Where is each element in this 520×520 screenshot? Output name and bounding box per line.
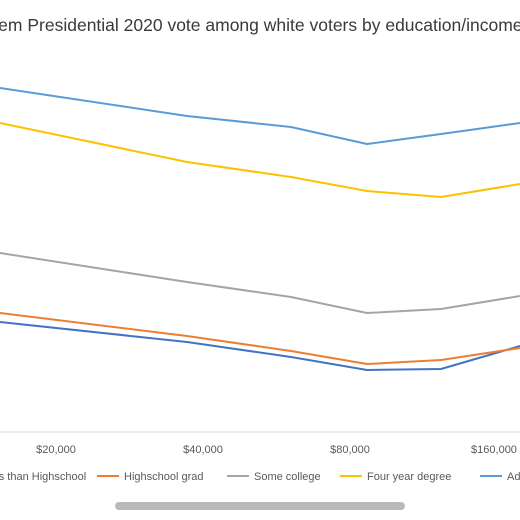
home-indicator-bar[interactable] xyxy=(115,502,405,510)
chart-title: 2-way Dem Presidential 2020 vote among w… xyxy=(0,15,520,35)
series-line-5 xyxy=(0,87,520,145)
x-tick-label: $160,000 xyxy=(471,444,517,456)
series-line-2 xyxy=(0,312,520,365)
series-line-3 xyxy=(0,252,520,314)
legend-label-3: Some college xyxy=(254,471,321,483)
legend: Less than Highschool Highschool grad Some … xyxy=(0,471,520,483)
x-tick-label: $20,000 xyxy=(36,444,76,456)
x-tick-label: $40,000 xyxy=(183,444,223,456)
x-tick-label: $80,000 xyxy=(330,444,370,456)
legend-label-5: Advanced degree xyxy=(507,471,520,483)
legend-label-1: Less than Highschool xyxy=(0,471,86,483)
series-line-1 xyxy=(0,321,520,371)
x-axis-tick-labels: $20,000 $40,000 $80,000 $160,000 xyxy=(36,444,517,456)
plot-area xyxy=(0,87,520,371)
series-line-4 xyxy=(0,122,520,198)
legend-label-4: Four year degree xyxy=(367,471,451,483)
legend-label-2: Highschool grad xyxy=(124,471,204,483)
